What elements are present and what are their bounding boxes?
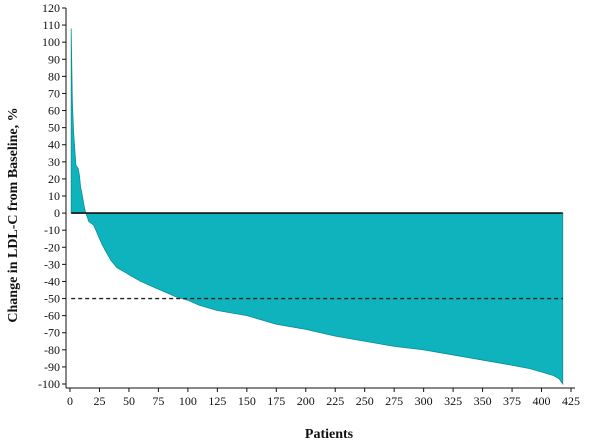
y-tick-label: 30 (48, 155, 60, 169)
x-tick-label: 200 (297, 394, 315, 408)
data-area (70, 28, 564, 386)
y-tick-label: 80 (48, 69, 60, 83)
x-tick-label: 150 (238, 394, 256, 408)
y-tick-label: 90 (48, 52, 60, 66)
y-tick-label: -60 (44, 309, 60, 323)
y-tick-label: -100 (38, 377, 60, 391)
y-tick-label: 110 (42, 18, 60, 32)
y-tick-label: 120 (42, 1, 60, 15)
y-tick-label: -40 (44, 274, 60, 288)
x-tick-label: 300 (415, 394, 433, 408)
y-tick-label: -80 (44, 343, 60, 357)
y-axis-title: Change in LDL-C from Baseline, % (6, 107, 21, 322)
x-tick-label: 25 (93, 394, 105, 408)
x-tick-label: 100 (179, 394, 197, 408)
y-tick-label: 60 (48, 104, 60, 118)
y-tick-label: 100 (42, 35, 60, 49)
x-tick-label: 425 (562, 394, 580, 408)
y-tick-label: -30 (44, 257, 60, 271)
y-tick-label: 20 (48, 172, 60, 186)
x-tick-label: 325 (444, 394, 462, 408)
y-tick-label: -20 (44, 240, 60, 254)
x-tick-label: 50 (123, 394, 135, 408)
y-tick-label: -90 (44, 360, 60, 374)
y-tick-label: 0 (54, 206, 60, 220)
y-tick-label: 40 (48, 138, 60, 152)
x-tick-label: 275 (385, 394, 403, 408)
plot-area: 1201101009080706050403020100-10-20-30-40… (38, 1, 580, 408)
x-tick-label: 250 (356, 394, 374, 408)
y-axis-ticks: 1201101009080706050403020100-10-20-30-40… (38, 1, 66, 391)
y-tick-label: -70 (44, 326, 60, 340)
x-tick-label: 125 (208, 394, 226, 408)
y-tick-label: -10 (44, 223, 60, 237)
x-tick-label: 0 (67, 394, 73, 408)
x-axis-ticks: 0 25 50 75 100 125 150 175 200 225 250 275 300 325 350… (67, 388, 580, 408)
x-tick-label: 175 (267, 394, 285, 408)
x-tick-label: 350 (474, 394, 492, 408)
x-tick-label: 375 (503, 394, 521, 408)
x-tick-label: 75 (152, 394, 164, 408)
y-tick-label: 10 (48, 189, 60, 203)
x-tick-label: 225 (326, 394, 344, 408)
y-tick-label: 50 (48, 121, 60, 135)
y-tick-label: 70 (48, 86, 60, 100)
x-tick-label: 400 (533, 394, 551, 408)
x-axis-title: Patients (305, 427, 354, 442)
y-tick-label: -50 (44, 292, 60, 306)
